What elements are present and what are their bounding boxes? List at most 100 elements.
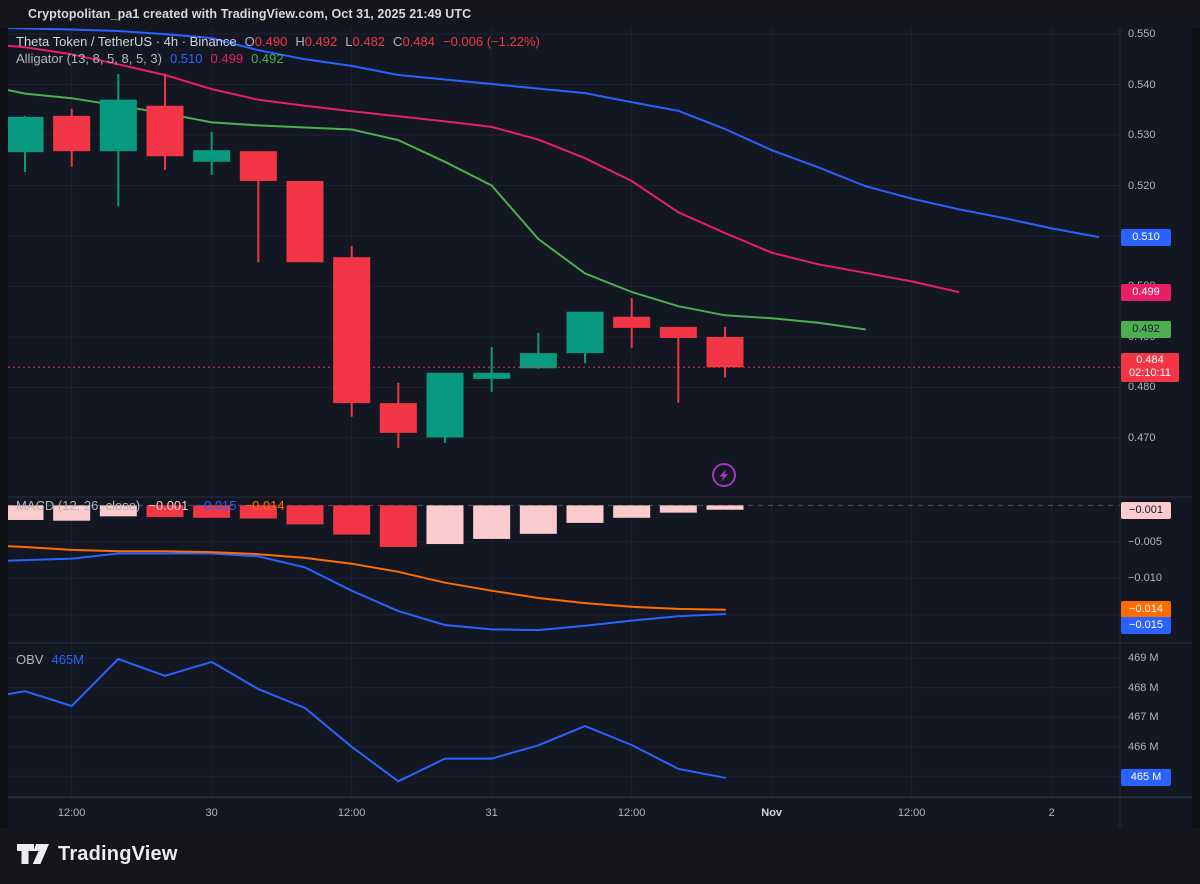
candle	[239, 151, 277, 263]
candle-body	[659, 326, 697, 338]
macd-bar	[706, 505, 744, 510]
change-value: −0.006 (−1.22%)	[442, 34, 540, 49]
lightning-icon	[719, 469, 729, 482]
time-axis-label: 12:00	[897, 807, 926, 819]
high-value: 0.492	[304, 34, 338, 49]
macd-bar	[613, 505, 651, 518]
candle	[53, 108, 91, 167]
high-label: H	[295, 34, 305, 49]
candle-body	[239, 151, 277, 181]
candle-body	[473, 372, 511, 379]
candles-layer	[8, 73, 744, 449]
obv-title[interactable]: OBV	[16, 652, 44, 667]
indicator-badge-teeth: 0.499	[1121, 283, 1171, 301]
candle	[379, 382, 417, 449]
snapshot-title: Cryptopolitan_pa1 created with TradingVi…	[28, 7, 472, 21]
candle	[333, 246, 371, 417]
indicator-badge-signal: −0.014	[1121, 601, 1171, 619]
symbol-title[interactable]: Theta Token / TetherUS · 4h · Binance	[16, 34, 237, 49]
time-axis-label: 12:00	[617, 807, 646, 819]
macd-bar	[8, 505, 44, 520]
time-axis[interactable]	[8, 797, 1192, 829]
macd-bar	[473, 505, 511, 539]
candle	[659, 326, 697, 403]
close-label: C	[393, 34, 403, 49]
candle	[519, 332, 557, 369]
last-price-value: 0.484	[1136, 354, 1164, 367]
obv-value: 465M	[51, 652, 84, 667]
macd-bar	[379, 505, 417, 547]
macd-bar	[333, 505, 371, 535]
price-axis-label: 0.550	[1128, 28, 1156, 41]
macd-bar	[426, 505, 464, 545]
indicator-badge-macd: −0.015	[1121, 617, 1171, 635]
chart-widget: Theta Token / TetherUS · 4h · Binance O0.…	[8, 28, 1192, 828]
price-axis-label: −0.010	[1128, 572, 1162, 585]
indicator-badge-hist_up: −0.001	[1121, 501, 1171, 519]
alligator-teeth-line	[8, 44, 960, 293]
indicator-badge-obv: 465 M	[1121, 769, 1171, 787]
candle	[286, 180, 324, 263]
snapshot-header: Cryptopolitan_pa1 created with TradingVi…	[0, 0, 1200, 28]
alligator-lips-value: 0.492	[251, 51, 284, 66]
macd-bar	[239, 505, 277, 519]
time-axis-label: 2	[1048, 807, 1055, 819]
open-value: 0.490	[254, 34, 288, 49]
macd-bar	[519, 505, 557, 534]
price-axis-label: 468 M	[1128, 681, 1159, 694]
candle	[566, 311, 604, 364]
indicator-badge-lips: 0.492	[1121, 320, 1171, 338]
price-axis-label: 0.540	[1128, 78, 1156, 91]
price-axis-label: −0.005	[1128, 535, 1162, 548]
candle-body	[146, 105, 184, 157]
price-axis-label: 467 M	[1128, 711, 1159, 724]
last-price-badge: 0.484 02:10:11	[1121, 353, 1179, 383]
candle	[193, 131, 231, 175]
low-value: 0.482	[352, 34, 386, 49]
alligator-jaw-value: 0.510	[169, 51, 203, 66]
macd-histogram	[8, 505, 744, 547]
macd-bar	[146, 505, 184, 518]
price-axis-label: 0.480	[1128, 381, 1156, 394]
candle-body	[566, 311, 604, 354]
price-axis-label: 469 M	[1128, 652, 1159, 665]
alligator-jaw-line	[8, 28, 1100, 238]
macd-legend: MACD (12, 26, close) −0.001 −0.015 −0.014	[16, 499, 285, 513]
obv-line	[8, 658, 726, 783]
price-axis-label: 0.530	[1128, 129, 1156, 142]
indicator-badge-jaw: 0.510	[1121, 228, 1171, 246]
candle-body	[333, 257, 371, 404]
macd-signal-line	[8, 545, 726, 611]
candle-body	[379, 403, 417, 433]
time-axis-label: 12:00	[337, 807, 366, 819]
lightning-button[interactable]	[712, 463, 737, 487]
close-value: 0.484	[402, 34, 435, 49]
tradingview-logo-text: TradingView	[58, 842, 178, 865]
macd-signal-value: −0.014	[244, 498, 285, 513]
candle-body	[8, 116, 44, 153]
macd-bar	[566, 505, 604, 523]
candle-body	[519, 353, 557, 369]
chart-canvas[interactable]	[8, 28, 1192, 828]
candle-body	[193, 150, 231, 162]
candle-body	[99, 99, 137, 152]
candle	[613, 298, 651, 349]
low-label: L	[345, 34, 353, 49]
alligator-teeth-value: 0.499	[210, 51, 244, 66]
price-axis-label: 0.470	[1128, 431, 1156, 444]
alligator-legend: Alligator (13, 8, 5, 8, 5, 3) 0.510 0.499 0…	[16, 52, 284, 66]
macd-title[interactable]: MACD (12, 26, close)	[16, 498, 141, 513]
tradingview-logo[interactable]: TradingView	[16, 842, 178, 866]
alligator-title[interactable]: Alligator (13, 8, 5, 8, 5, 3)	[16, 51, 162, 66]
open-label: O	[244, 34, 255, 49]
candle	[8, 115, 44, 172]
candle-body	[53, 115, 91, 152]
candle	[146, 73, 184, 170]
obv-legend: OBV 465M	[16, 653, 84, 667]
candle	[473, 347, 511, 392]
lightning-circle	[712, 463, 737, 487]
price-axis-label: 0.520	[1128, 179, 1156, 192]
candle	[706, 326, 744, 378]
macd-bar	[286, 505, 324, 525]
